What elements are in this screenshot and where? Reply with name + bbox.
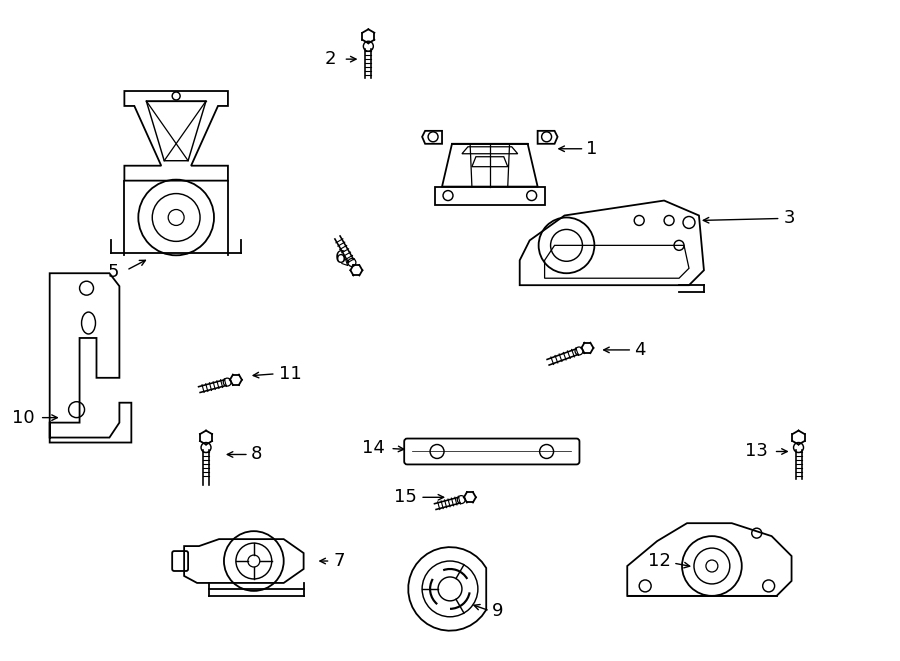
- Text: 6: 6: [335, 249, 346, 267]
- Text: 7: 7: [334, 552, 345, 570]
- Text: 12: 12: [648, 552, 670, 570]
- Text: 8: 8: [251, 446, 262, 463]
- Text: 15: 15: [394, 488, 417, 506]
- Text: 4: 4: [634, 341, 645, 359]
- Text: 14: 14: [362, 438, 385, 457]
- Text: 10: 10: [13, 408, 35, 426]
- Text: 1: 1: [587, 139, 598, 158]
- Text: 5: 5: [108, 263, 119, 281]
- Text: 13: 13: [745, 442, 768, 461]
- Text: 2: 2: [325, 50, 337, 68]
- Text: 3: 3: [784, 210, 795, 227]
- Text: 11: 11: [279, 365, 302, 383]
- Text: 9: 9: [491, 602, 503, 620]
